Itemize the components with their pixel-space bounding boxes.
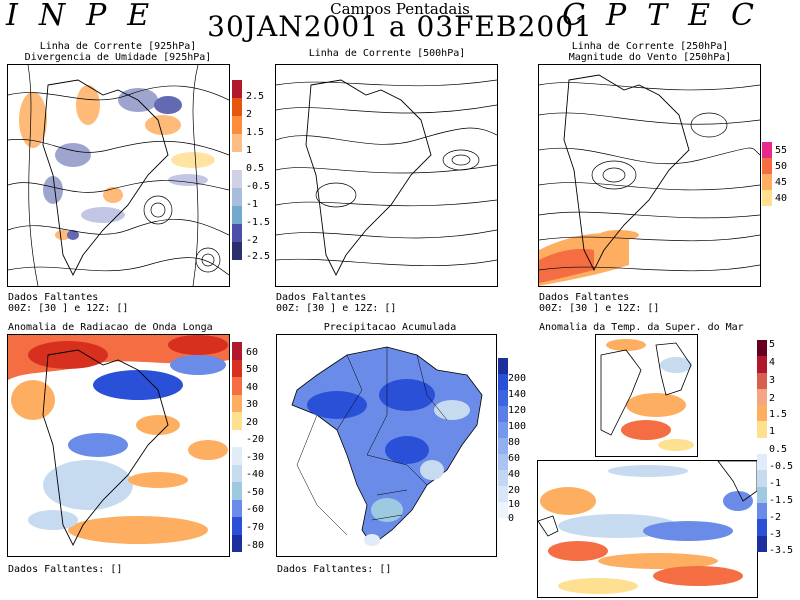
panel-250-title: Linha de Corrente [250hPa] Magnitude do … [538, 41, 762, 63]
legend-sst-label-11: -2 [769, 512, 782, 523]
brand-cptec: CPTEC [562, 0, 776, 33]
legend-precip-label-6: 60 [508, 453, 521, 464]
panel-sst-title: Anomalia da Temp. da Super. do Mar [539, 322, 744, 333]
legend-sst-label-9: -1 [769, 478, 782, 489]
legend-olr-colorbar [232, 342, 242, 552]
legend-precip-label-2: 140 [508, 389, 527, 400]
legend-precip-label-7: 40 [508, 469, 521, 480]
legend-div-label-4: 1 [246, 145, 253, 156]
p500-missing-label: Dados Faltantes [276, 292, 367, 303]
legend-sst-label-5: 1.5 [769, 409, 788, 420]
legend-sst-label-7: 0.5 [769, 444, 788, 455]
p925-missing-label: Dados Faltantes [8, 292, 99, 303]
legend-wind-label-1: 55 [775, 145, 788, 156]
map-sst-pacific [537, 460, 758, 598]
page-title: 30JAN2001 a 03FEB2001 [207, 10, 593, 43]
legend-div-label-2: 2 [246, 109, 253, 120]
panel-925-title-line2: Divergencia de Umidade [925hPa] [24, 52, 212, 63]
map-precipitation [276, 334, 497, 557]
map-streamline-250 [538, 64, 761, 287]
legend-sst-label-13: -3.5 [769, 545, 794, 556]
panel-precip-title: Precipitacao Acumulada [323, 322, 457, 333]
legend-olr-label-7: -30 [246, 452, 265, 463]
p250-missing-label: Dados Faltantes [539, 292, 630, 303]
page-subtitle: Campos Pentadais [330, 0, 470, 18]
legend-wind-colorbar [762, 142, 772, 206]
map-olr-anomaly [7, 334, 230, 557]
legend-olr-label-5: 20 [246, 417, 259, 428]
legend-div-label-8: -1.5 [246, 217, 271, 228]
legend-sst-label-6: 1 [769, 426, 776, 437]
legend-sst-label-2: 4 [769, 357, 776, 368]
legend-olr-label-11: -70 [246, 522, 265, 533]
panel-500-title: Linha de Corrente [500hPa] [308, 48, 466, 59]
legend-sst-label-8: -0.5 [769, 461, 794, 472]
legend-div-label-10: -2.5 [246, 251, 271, 262]
legend-olr-label-4: 30 [246, 399, 259, 410]
legend-precip-label-3: 120 [508, 405, 527, 416]
legend-div-label-9: -2 [246, 235, 259, 246]
p250-missing-line: 00Z: [30 ] e 12Z: [] [539, 303, 660, 314]
legend-sst-label-1: 5 [769, 339, 776, 350]
panel-925-title: Linha de Corrente [925hPa] Divergencia d… [6, 41, 230, 63]
legend-sst-label-12: -3 [769, 529, 782, 540]
legend-sst-label-4: 2 [769, 393, 776, 404]
legend-precip-label-5: 80 [508, 437, 521, 448]
p500-missing-line: 00Z: [30 ] e 12Z: [] [276, 303, 397, 314]
legend-div-label-1: 2.5 [246, 91, 265, 102]
legend-wind-label-3: 45 [775, 177, 788, 188]
map-streamline-500 [275, 64, 498, 287]
legend-precip-label-4: 100 [508, 421, 527, 432]
legend-div-label-7: -1 [246, 199, 259, 210]
legend-wind-label-4: 40 [775, 193, 788, 204]
panel-925-title-line1: Linha de Corrente [925hPa] [39, 41, 197, 52]
legend-olr-label-3: 40 [246, 382, 259, 393]
map-streamline-925 [7, 64, 230, 287]
legend-olr-label-10: -60 [246, 504, 265, 515]
legend-olr-label-2: 50 [246, 364, 259, 375]
legend-precip-label-1: 200 [508, 373, 527, 384]
legend-olr-label-8: -40 [246, 469, 265, 480]
legend-divergence-colorbar [232, 80, 242, 260]
legend-olr-label-1: 60 [246, 347, 259, 358]
legend-wind-label-2: 50 [775, 161, 788, 172]
legend-precip-label-8: 20 [508, 485, 521, 496]
legend-olr-label-12: -80 [246, 540, 265, 551]
legend-sst-label-3: 3 [769, 375, 776, 386]
brand-inpe: INPE [6, 0, 171, 33]
legend-precip-colorbar [498, 358, 508, 518]
legend-olr-label-9: -50 [246, 487, 265, 498]
map-sst-atlantic [595, 334, 698, 457]
legend-div-label-6: -0.5 [246, 181, 271, 192]
legend-sst-label-10: -1.5 [769, 495, 794, 506]
legend-precip-label-9: 10 [508, 499, 521, 510]
legend-div-label-3: 1.5 [246, 127, 265, 138]
legend-precip-label-10: 0 [508, 513, 515, 524]
precip-missing-line: Dados Faltantes: [] [277, 564, 392, 575]
panel-olr-title: Anomalia de Radiacao de Onda Longa [8, 322, 213, 333]
panel-250-title-line2: Magnitude do Vento [250hPa] [568, 52, 732, 63]
legend-olr-label-6: -20 [246, 434, 265, 445]
legend-div-label-5: 0.5 [246, 163, 265, 174]
legend-sst-colorbar [757, 340, 767, 552]
olr-missing-line: Dados Faltantes: [] [8, 564, 123, 575]
panel-250-title-line1: Linha de Corrente [250hPa] [571, 41, 729, 52]
p925-missing-line: 00Z: [30 ] e 12Z: [] [8, 303, 129, 314]
